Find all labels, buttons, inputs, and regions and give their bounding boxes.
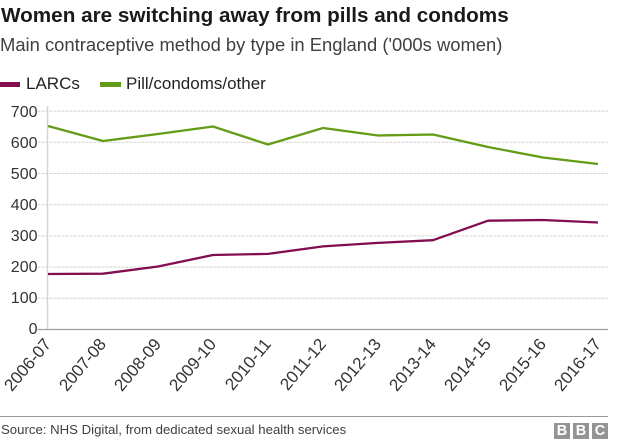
svg-text:2009-10: 2009-10 (165, 335, 220, 395)
svg-text:2007-08: 2007-08 (55, 335, 110, 395)
svg-text:2016-17: 2016-17 (550, 335, 605, 395)
svg-text:2013-14: 2013-14 (385, 335, 440, 395)
svg-text:2015-16: 2015-16 (495, 335, 550, 395)
svg-text:2011-12: 2011-12 (276, 335, 330, 394)
svg-text:2010-11: 2010-11 (221, 335, 275, 394)
svg-text:2006-07: 2006-07 (0, 335, 55, 395)
svg-text:2008-09: 2008-09 (110, 335, 165, 395)
svg-text:2014-15: 2014-15 (440, 335, 495, 395)
svg-text:2012-13: 2012-13 (330, 335, 385, 395)
